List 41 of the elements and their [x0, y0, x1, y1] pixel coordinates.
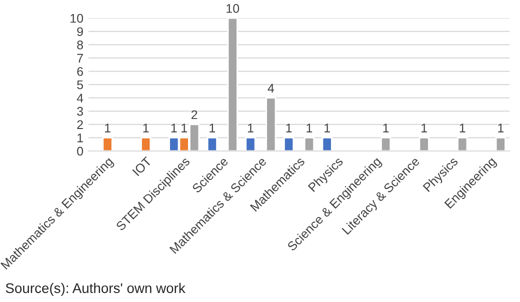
data-label: 1 [171, 124, 177, 132]
data-label: 1 [286, 124, 292, 132]
y-tick-label: 8 [77, 40, 83, 50]
y-tick-label: 2 [77, 120, 83, 129]
bar [322, 137, 332, 151]
y-tick-label: 7 [77, 54, 83, 63]
y-tick-label: 1 [78, 134, 83, 142]
bar [304, 137, 314, 151]
data-label: 1 [324, 124, 330, 132]
bar [102, 137, 113, 151]
data-label: 10 [226, 4, 240, 13]
y-tick-label: 0 [77, 146, 84, 156]
bar [140, 137, 152, 151]
data-label: 2 [191, 110, 198, 120]
bar [495, 137, 506, 151]
data-label: 4 [268, 84, 274, 92]
source-note: Source(s): Authors' own work [6, 282, 186, 296]
bar [206, 137, 218, 151]
bar [418, 137, 430, 151]
bar [227, 18, 238, 151]
bar [457, 137, 468, 151]
data-label: 1 [460, 124, 466, 132]
y-tick-label: 6 [77, 67, 83, 76]
data-label: 1 [143, 124, 149, 132]
y-tick-label: 10 [70, 14, 84, 23]
data-label: 1 [498, 124, 504, 132]
data-label: 1 [422, 124, 427, 132]
bar [284, 137, 294, 151]
data-label: 1 [248, 124, 254, 132]
bar [245, 137, 256, 151]
bar [380, 137, 392, 151]
data-label: 1 [210, 124, 216, 132]
bar [266, 97, 276, 151]
data-label: 1 [182, 124, 187, 132]
y-tick-label: 4 [76, 94, 84, 102]
y-tick-label: 5 [77, 80, 84, 90]
y-tick-label: 3 [77, 106, 83, 116]
y-tick-label: 9 [77, 27, 83, 36]
data-label: 1 [383, 124, 389, 132]
data-label: 1 [306, 124, 312, 132]
data-label: 1 [105, 124, 110, 132]
